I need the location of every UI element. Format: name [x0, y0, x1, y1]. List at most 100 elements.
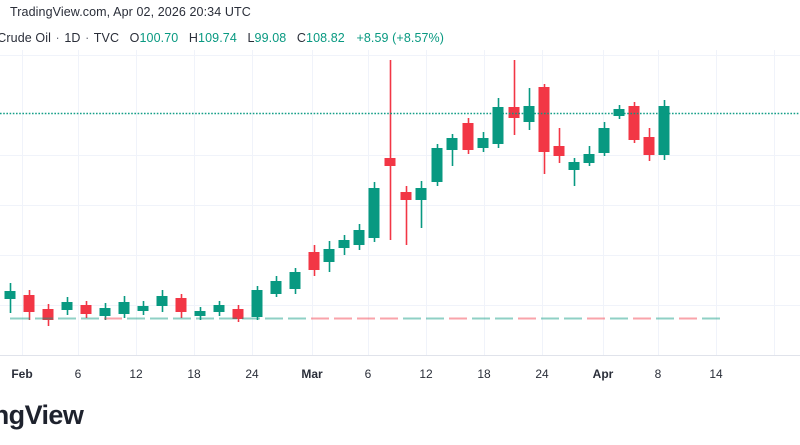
time-axis-tick: Feb	[11, 367, 33, 381]
candle	[99, 303, 111, 320]
candle-body	[289, 272, 301, 289]
candle	[80, 301, 92, 318]
candle-body	[508, 107, 520, 118]
chart-legend: ent Crude Oil · 1D · TVC O100.70 H109.74…	[0, 31, 444, 45]
candle-body	[270, 281, 282, 294]
candle	[175, 294, 187, 318]
candle	[4, 283, 16, 313]
time-axis-tick: 12	[419, 367, 433, 381]
candle-body	[400, 192, 412, 200]
candle-body	[431, 148, 443, 182]
time-axis-tick: 6	[74, 367, 82, 381]
candle-body	[553, 146, 565, 156]
low-value: 99.08	[254, 31, 287, 45]
candle-body	[4, 291, 16, 299]
time-axis-tick: 6	[364, 367, 372, 381]
candle	[368, 182, 380, 242]
time-axis-tick: Apr	[592, 367, 614, 381]
high-value: 109.74	[198, 31, 237, 45]
candle	[289, 268, 301, 294]
legend-separator-2: ·	[85, 31, 90, 45]
candle	[628, 102, 640, 143]
time-axis-tick: 18	[477, 367, 491, 381]
candle	[598, 122, 610, 156]
candle-body	[80, 305, 92, 314]
candle-body	[446, 138, 458, 150]
time-axis[interactable]: Feb 6 12 18 24 Mar 6 12 18 24 Apr 8 14	[0, 355, 800, 396]
time-axis-tick: Mar	[301, 367, 323, 381]
candle	[400, 186, 412, 245]
candle-body	[643, 137, 655, 155]
source-attribution: TradingView.com, Apr 02, 2026 20:34 UTC	[10, 5, 251, 19]
candle	[338, 235, 350, 255]
candle	[137, 301, 149, 315]
candle-body	[99, 308, 111, 316]
candle-body	[598, 128, 610, 153]
interval-label[interactable]: 1D	[64, 31, 81, 45]
time-axis-tick: 12	[129, 367, 143, 381]
candle	[568, 158, 580, 186]
candlestick-plot-area[interactable]	[0, 50, 800, 355]
candle-body	[232, 309, 244, 319]
candle-body	[118, 302, 130, 314]
candle-body	[415, 188, 427, 200]
close-value: 108.82	[306, 31, 345, 45]
tradingview-watermark: dingView	[0, 400, 84, 430]
candle-body	[194, 311, 206, 316]
time-axis-tick: 24	[535, 367, 549, 381]
low-label: L	[247, 31, 255, 45]
open-value: 100.70	[139, 31, 179, 45]
high-label: H	[188, 31, 199, 45]
candle-body	[538, 87, 550, 152]
candle-body	[137, 306, 149, 311]
candle	[431, 144, 443, 186]
candle	[156, 290, 168, 312]
time-axis-tick: 14	[709, 367, 723, 381]
open-label: O	[129, 31, 140, 45]
candle	[232, 305, 244, 322]
candle-body	[338, 240, 350, 248]
candle	[61, 297, 73, 315]
candle	[613, 105, 625, 119]
time-axis-tick: 24	[245, 367, 259, 381]
candle-body	[175, 298, 187, 312]
candle	[308, 245, 320, 276]
candle-body	[251, 290, 263, 317]
candle	[462, 118, 474, 154]
symbol-name[interactable]: ent Crude Oil	[0, 31, 51, 45]
legend-separator-1: ·	[55, 31, 60, 45]
candle-body	[628, 106, 640, 140]
candle	[553, 128, 565, 163]
candle-body	[23, 295, 35, 312]
candlestick-svg	[0, 50, 800, 355]
candle	[323, 241, 335, 272]
candle	[538, 84, 550, 174]
candle-body	[583, 154, 595, 163]
candle-body	[658, 106, 670, 155]
candle	[492, 98, 504, 148]
candle	[23, 290, 35, 320]
candle-body	[477, 138, 489, 148]
candle	[384, 60, 396, 240]
candle	[270, 276, 282, 297]
time-axis-tick: 8	[654, 367, 662, 381]
candle	[477, 132, 489, 152]
candle	[523, 88, 535, 130]
candle-body	[42, 309, 54, 320]
close-label: C	[296, 31, 307, 45]
candle-body	[156, 296, 168, 306]
candle	[643, 128, 655, 161]
candle	[583, 146, 595, 166]
candle	[353, 224, 365, 250]
candle-body	[213, 305, 225, 312]
candle	[118, 296, 130, 318]
candle-body	[308, 252, 320, 270]
candle-body	[568, 162, 580, 170]
candle	[194, 307, 206, 320]
candle	[415, 181, 427, 228]
candle-body	[61, 302, 73, 310]
candle	[658, 100, 670, 160]
candle-body	[323, 249, 335, 262]
candle	[42, 304, 54, 326]
